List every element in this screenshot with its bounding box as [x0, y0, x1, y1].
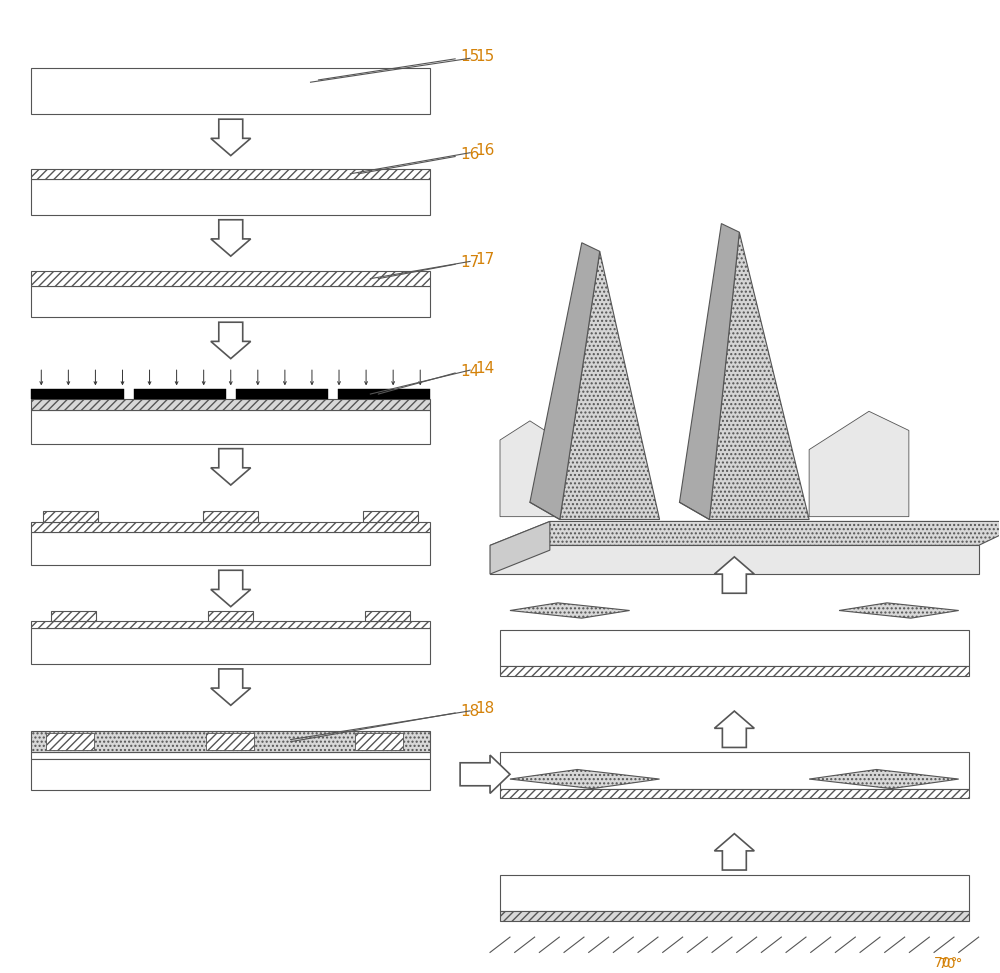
Text: 18: 18 [460, 703, 479, 718]
Bar [51, 611, 96, 621]
Polygon shape [490, 522, 550, 574]
Bar [500, 667, 969, 675]
Bar [31, 752, 430, 759]
Bar [31, 621, 430, 628]
Bar [134, 389, 226, 399]
Polygon shape [500, 421, 560, 517]
Polygon shape [714, 711, 754, 747]
Bar [363, 511, 418, 523]
Polygon shape [679, 224, 739, 520]
Polygon shape [211, 119, 251, 156]
Polygon shape [460, 755, 510, 793]
Polygon shape [211, 322, 251, 359]
Polygon shape [839, 603, 959, 618]
Polygon shape [530, 242, 600, 520]
Bar [31, 68, 430, 115]
Polygon shape [714, 834, 754, 870]
Bar [31, 523, 430, 532]
Bar [31, 169, 430, 179]
Bar [31, 411, 430, 444]
Text: 14: 14 [460, 364, 479, 378]
Polygon shape [510, 603, 630, 618]
Text: 17: 17 [475, 252, 494, 267]
Polygon shape [490, 546, 979, 574]
Polygon shape [809, 770, 959, 789]
Text: 16: 16 [475, 143, 494, 159]
Bar [500, 875, 969, 912]
Bar [31, 286, 430, 317]
Polygon shape [211, 570, 251, 607]
Text: 16: 16 [460, 147, 479, 162]
Text: 18: 18 [475, 702, 494, 716]
Bar [46, 733, 94, 750]
Bar [31, 628, 430, 665]
Polygon shape [560, 251, 660, 520]
Polygon shape [709, 233, 809, 520]
Bar [31, 532, 430, 565]
Bar [365, 611, 410, 621]
Text: 15: 15 [460, 50, 479, 64]
Polygon shape [211, 220, 251, 256]
Text: 70°: 70° [939, 957, 964, 971]
Bar [31, 389, 124, 399]
Polygon shape [211, 449, 251, 485]
Text: 14: 14 [475, 361, 494, 376]
Bar [31, 759, 430, 790]
Text: 15: 15 [475, 49, 494, 64]
Polygon shape [490, 522, 1000, 546]
Bar [236, 389, 328, 399]
Polygon shape [510, 770, 660, 789]
Bar [500, 630, 969, 667]
Polygon shape [809, 412, 909, 517]
Bar [31, 731, 430, 752]
Bar [203, 511, 258, 523]
Bar [31, 271, 430, 286]
Polygon shape [714, 557, 754, 594]
Bar [355, 733, 403, 750]
Polygon shape [211, 668, 251, 705]
Bar [31, 399, 430, 411]
Bar [43, 511, 98, 523]
Bar [206, 733, 254, 750]
Text: 70°: 70° [934, 956, 959, 970]
Text: 17: 17 [460, 255, 479, 270]
Bar [500, 789, 969, 798]
Bar [31, 179, 430, 215]
Bar [338, 389, 430, 399]
Bar [500, 912, 969, 920]
Bar [208, 611, 253, 621]
Bar [500, 752, 969, 789]
